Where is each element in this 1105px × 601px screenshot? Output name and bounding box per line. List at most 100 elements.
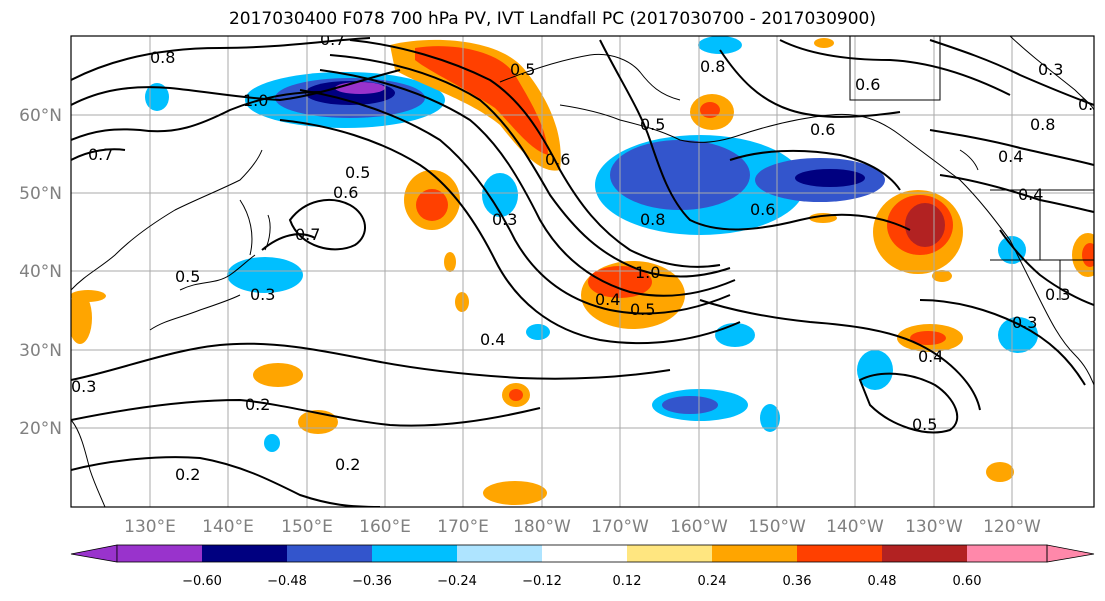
neg-anomaly-small-1	[526, 324, 550, 340]
contour-label: 0.2	[175, 465, 200, 484]
pos-anomaly-small-9	[71, 290, 106, 302]
neg-anomaly-central	[482, 173, 518, 217]
colorbar-tick-label: 0.36	[783, 574, 812, 589]
contour-label: 0.4	[918, 347, 943, 366]
colorbar-frame	[116, 544, 1048, 563]
colorbar: −0.60 −0.48 −0.36 −0.24 −0.12 0.12 0.24 …	[70, 544, 1095, 589]
colorbar-tick-label: −0.48	[267, 574, 307, 589]
contour-label: 0.7	[295, 225, 320, 244]
colorbar-segment	[287, 545, 372, 562]
contour-label: 0.6	[333, 183, 358, 202]
contour-label: 0.3	[1038, 60, 1063, 79]
neg-anomaly-north-pacific-peak	[335, 82, 385, 94]
contour-label: 0.5	[345, 163, 370, 182]
colorbar-tick-label: −0.60	[182, 574, 222, 589]
lon-label: 130°W	[905, 517, 963, 537]
neg-anomaly-se	[857, 350, 893, 390]
neg-anomaly-small-5	[264, 434, 280, 452]
contour-label: 0.2	[335, 455, 360, 474]
lon-label: 140°E	[202, 517, 254, 537]
lon-label: 140°W	[826, 517, 884, 537]
lon-label: 180°W	[513, 517, 571, 537]
colorbar-tick-label: 0.60	[953, 574, 982, 589]
colorbar-tick-label: −0.12	[522, 574, 562, 589]
colorbar-segment	[372, 545, 457, 562]
contour-label: 0.4	[1018, 185, 1043, 204]
pos-anomaly-south	[483, 481, 547, 505]
lon-label: 170°E	[437, 517, 489, 537]
contour-label: 0.4	[998, 147, 1023, 166]
neg-anomaly-south-core	[662, 396, 718, 414]
pos-anomaly-small-3-core	[509, 389, 523, 401]
contour-label: 0.3	[492, 210, 517, 229]
contour-label: 0.8	[1030, 115, 1055, 134]
colorbar-segment	[202, 545, 287, 562]
pos-anomaly-small-8	[444, 252, 456, 272]
lon-label: 170°W	[591, 517, 649, 537]
colorbar-segment	[882, 545, 967, 562]
pos-anomaly-east-peak	[905, 203, 945, 247]
colorbar-segment	[457, 545, 542, 562]
contour-label: 0.6	[810, 120, 835, 139]
pos-anomaly-small-5	[455, 292, 469, 312]
contour-label: 0.6	[855, 75, 880, 94]
contour-label: 0.5	[912, 415, 937, 434]
contour-label: 0.5	[510, 60, 535, 79]
colorbar-tick-label: 0.48	[868, 574, 897, 589]
lon-label: 130°E	[124, 517, 176, 537]
pos-anomaly-small-4	[986, 462, 1014, 482]
contour-label: 1.0	[243, 91, 268, 110]
colorbar-tick-label: −0.36	[352, 574, 392, 589]
contour-label: 0.4	[595, 290, 620, 309]
neg-anomaly-small-2	[145, 83, 169, 111]
pos-anomaly-alaska-core	[700, 102, 720, 118]
contour-label: 0.6	[750, 200, 775, 219]
longitude-labels: 130°E 140°E 150°E 160°E 170°E 180°W 170°…	[124, 517, 1041, 537]
colorbar-tick-label: −0.24	[437, 574, 477, 589]
colorbar-segment	[542, 545, 627, 562]
contour-label: 0.8	[150, 48, 175, 67]
pos-anomaly-west-core	[416, 189, 448, 221]
contour-label: 0.3	[250, 285, 275, 304]
neg-anomaly-small-4	[760, 404, 780, 432]
pos-anomaly-se-core	[910, 331, 946, 345]
neg-anomaly-small-3	[698, 36, 742, 54]
colorbar-arrow-low	[70, 544, 118, 563]
neg-anomaly-gulf-core	[610, 140, 750, 210]
contour-label: 0.5	[630, 300, 655, 319]
pos-anomaly-jet	[390, 39, 561, 171]
colorbar-segment	[117, 545, 202, 562]
colorbar-tick-label: 0.24	[698, 574, 727, 589]
colorbar-segment	[797, 545, 882, 562]
contour-label: 0.7	[88, 145, 113, 164]
colorbar-segment	[712, 545, 797, 562]
neg-anomaly-coast	[998, 317, 1038, 353]
lon-label: 160°W	[670, 517, 728, 537]
contour-label: 0.6	[545, 150, 570, 169]
pv-filled-contours	[71, 36, 1094, 505]
pv-contours	[71, 37, 1094, 507]
contour-label: 0.3	[1012, 313, 1037, 332]
pos-anomaly-small-10	[814, 38, 834, 48]
contour-label: 0.5	[175, 267, 200, 286]
lat-label: 60°N	[19, 106, 62, 126]
contour-label: 0.8	[700, 57, 725, 76]
pos-anomaly-jet-core	[415, 46, 548, 155]
lon-label: 120°W	[983, 517, 1041, 537]
lat-label: 20°N	[19, 419, 62, 439]
colorbar-segment	[627, 545, 712, 562]
neg-anomaly-mid	[715, 323, 755, 347]
lat-label: 40°N	[19, 262, 62, 282]
pos-anomaly-small-1	[253, 363, 303, 387]
pos-anomaly-coast-core	[1082, 243, 1094, 267]
colorbar-tick-label: 0.12	[613, 574, 642, 589]
map-frame	[70, 35, 1095, 508]
contour-label: 0.8	[640, 210, 665, 229]
lon-label: 150°E	[281, 517, 333, 537]
latitude-labels: 60°N 50°N 40°N 30°N 20°N	[19, 106, 62, 439]
map-gridlines	[71, 36, 1094, 507]
contour-label: 0.5	[640, 115, 665, 134]
contour-label: 0.7	[320, 30, 345, 49]
lon-label: 150°W	[748, 517, 806, 537]
pos-anomaly-west-edge	[71, 292, 92, 344]
